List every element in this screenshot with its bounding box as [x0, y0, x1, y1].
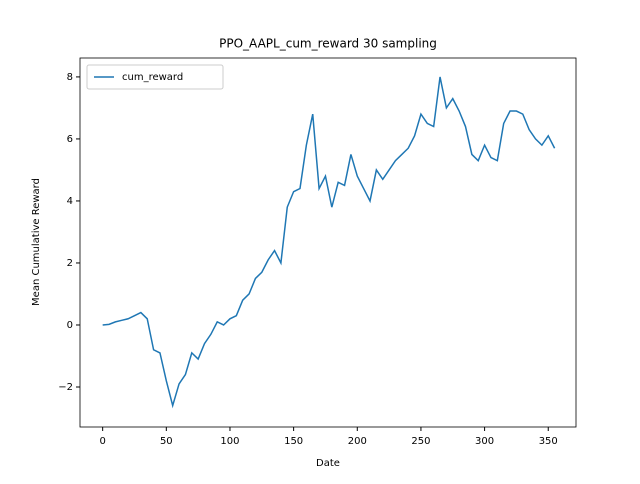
y-tick-label: 0: [67, 320, 73, 331]
plot-frame: [79, 57, 577, 428]
y-axis-label: Mean Cumulative Reward: [31, 178, 42, 306]
y-tick-label: 6: [67, 134, 73, 145]
chart-title: PPO_AAPL_cum_reward 30 sampling: [219, 37, 437, 51]
x-tick-label: 150: [284, 436, 303, 447]
legend-box: [86, 64, 224, 90]
x-tick-label: 200: [348, 436, 367, 447]
x-tick-label: 300: [475, 436, 494, 447]
x-tick-label: 50: [160, 436, 173, 447]
y-tick-label: 2: [67, 258, 73, 269]
y-tick-label: 4: [67, 196, 73, 207]
x-tick-label: 0: [99, 436, 105, 447]
y-tick-label: −2: [58, 382, 73, 393]
x-tick-label: 100: [220, 436, 239, 447]
y-tick-label: 8: [67, 72, 73, 83]
line-series: [102, 76, 556, 409]
legend-label: cum_reward: [122, 72, 183, 83]
x-tick-label: 250: [411, 436, 430, 447]
x-axis-label: Date: [316, 458, 340, 469]
x-tick-label: 350: [539, 436, 558, 447]
